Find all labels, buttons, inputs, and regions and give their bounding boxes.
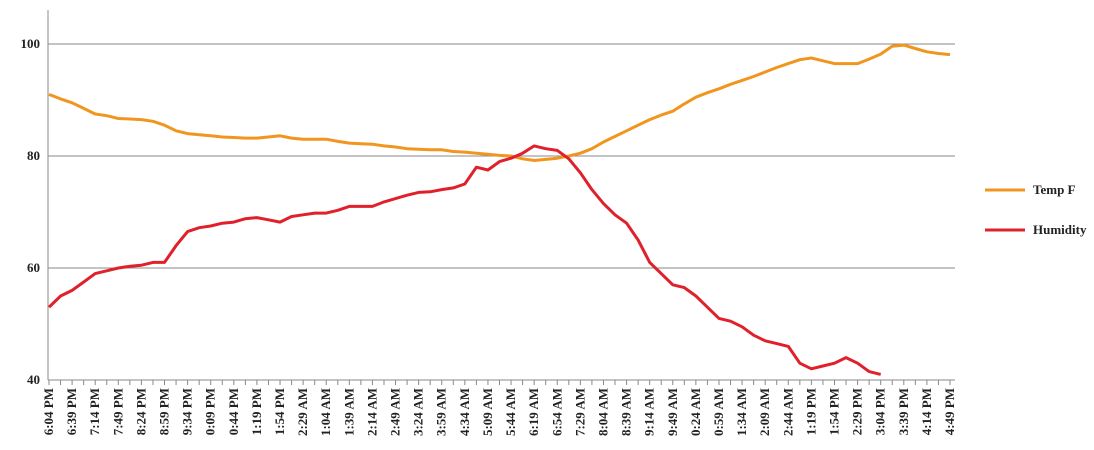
y-tick-label: 100 <box>21 36 41 51</box>
x-tick-label: 2:09 AM <box>757 388 772 436</box>
x-tick-label: 8:39 AM <box>619 388 634 436</box>
x-tick-label: 6:19 AM <box>526 388 541 436</box>
x-tick-label: 3:59 AM <box>434 388 449 436</box>
x-tick-label: 0:59 AM <box>711 388 726 436</box>
x-tick-label: 2:49 AM <box>388 388 403 436</box>
x-tick-label: 1:19 PM <box>803 388 818 435</box>
x-tick-label: 4:34 AM <box>457 388 472 436</box>
x-tick-label: 2:44 AM <box>780 388 795 436</box>
x-tick-label: 1:54 PM <box>826 388 841 435</box>
legend-label: Temp F <box>1033 182 1076 197</box>
x-tick-label: 7:14 PM <box>87 388 102 435</box>
y-tick-label: 60 <box>27 260 40 275</box>
x-tick-label: 3:39 PM <box>896 388 911 435</box>
x-tick-label: 1:34 AM <box>734 388 749 436</box>
x-tick-label: 1:39 AM <box>341 388 356 436</box>
x-tick-label: 1:54 PM <box>272 388 287 435</box>
y-tick-label: 80 <box>27 148 40 163</box>
x-tick-label: 7:29 AM <box>572 388 587 436</box>
x-tick-label: 9:14 AM <box>642 388 657 436</box>
x-tick-label: 8:59 PM <box>157 388 172 435</box>
x-tick-label: 2:14 AM <box>364 388 379 436</box>
x-tick-label: 4:49 PM <box>942 388 957 435</box>
x-tick-label: 1:19 PM <box>249 388 264 435</box>
x-tick-label: 9:34 PM <box>180 388 195 435</box>
x-tick-label: 0:09 PM <box>203 388 218 435</box>
x-tick-label: 8:24 PM <box>133 388 148 435</box>
x-tick-label: 5:44 AM <box>503 388 518 436</box>
x-tick-label: 7:49 PM <box>110 388 125 435</box>
x-tick-label: 0:24 AM <box>688 388 703 436</box>
x-tick-label: 6:39 PM <box>64 388 79 435</box>
legend-label: Humidity <box>1033 222 1087 237</box>
y-tick-label: 40 <box>27 372 40 387</box>
x-tick-label: 3:24 AM <box>411 388 426 436</box>
x-tick-label: 5:09 AM <box>480 388 495 436</box>
x-tick-label: 3:04 PM <box>873 388 888 435</box>
x-tick-label: 2:29 PM <box>850 388 865 435</box>
x-tick-label: 1:04 AM <box>318 388 333 436</box>
x-tick-label: 4:14 PM <box>919 388 934 435</box>
x-tick-label: 2:29 AM <box>295 388 310 436</box>
series-line <box>48 43 951 162</box>
x-tick-label: 0:44 PM <box>226 388 241 435</box>
x-tick-label: 6:54 AM <box>549 388 564 436</box>
x-tick-label: 6:04 PM <box>41 388 56 435</box>
series-line <box>47 144 882 376</box>
x-tick-label: 8:04 AM <box>595 388 610 436</box>
x-tick-label: 9:49 AM <box>665 388 680 436</box>
